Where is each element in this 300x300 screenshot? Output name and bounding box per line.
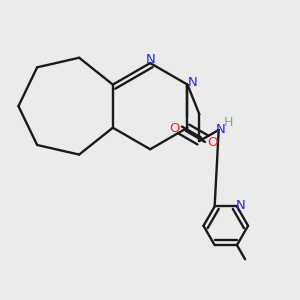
Text: H: H (224, 116, 233, 129)
Text: N: N (188, 76, 197, 89)
Text: O: O (169, 122, 180, 135)
Text: N: N (236, 199, 246, 212)
Text: N: N (216, 123, 226, 136)
Text: N: N (145, 53, 155, 66)
Text: O: O (207, 136, 218, 148)
